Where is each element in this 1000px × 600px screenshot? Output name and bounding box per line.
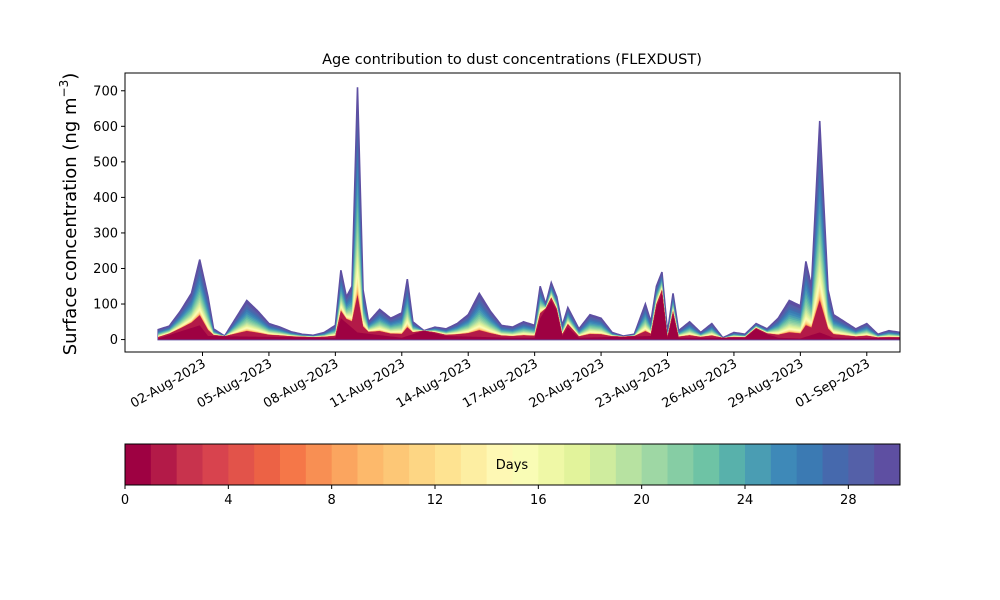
x-axis-ticks: 02-Aug-202305-Aug-202308-Aug-202311-Aug-… xyxy=(128,352,873,412)
colorbar-bin-20 xyxy=(641,444,668,485)
colorbar-bin-28 xyxy=(848,444,875,485)
colorbar-bin-11 xyxy=(409,444,436,485)
colorbar-bin-23 xyxy=(719,444,746,485)
x-tick-label: 29-Aug-2023 xyxy=(726,356,806,411)
chart-title: Age contribution to dust concentrations … xyxy=(322,52,702,68)
colorbar-bin-22 xyxy=(693,444,720,485)
colorbar-bin-1 xyxy=(150,444,178,485)
colorbar-bin-13 xyxy=(460,444,488,485)
colorbar-bin-8 xyxy=(331,444,358,485)
colorbar xyxy=(125,444,901,485)
y-tick-label: 500 xyxy=(93,155,118,170)
colorbar-bin-24 xyxy=(745,444,772,485)
y-tick-label: 600 xyxy=(93,120,118,135)
y-tick-label: 400 xyxy=(93,191,118,206)
colorbar-tick-label: 8 xyxy=(328,493,336,508)
age-band-24-days xyxy=(158,179,900,340)
colorbar-bin-4 xyxy=(228,444,255,485)
colorbar-bin-6 xyxy=(280,444,307,485)
colorbar-bin-10 xyxy=(383,444,410,485)
y-axis-label: Surface concentration (ng m−3) xyxy=(57,73,81,356)
colorbar-bin-29 xyxy=(874,444,901,485)
colorbar-bin-18 xyxy=(590,444,617,485)
colorbar-frame xyxy=(124,443,901,486)
age-band-25-days xyxy=(158,163,900,340)
colorbar-bin-2 xyxy=(176,444,203,485)
colorbar-tick-label: 16 xyxy=(530,493,547,508)
colorbar-bin-27 xyxy=(822,444,849,485)
colorbar-tick-label: 24 xyxy=(737,493,754,508)
colorbar-tick-label: 4 xyxy=(224,493,232,508)
colorbar-bin-5 xyxy=(254,444,281,485)
plot-frame xyxy=(124,72,901,353)
stacked-areas xyxy=(157,87,900,341)
colorbar-tick-label: 0 xyxy=(121,493,129,508)
age-band-0-days xyxy=(158,293,900,340)
y-tick-label: 700 xyxy=(93,84,118,99)
y-axis-label-exponent: −3 xyxy=(57,80,71,98)
colorbar-bin-26 xyxy=(796,444,823,485)
colorbar-bin-17 xyxy=(564,444,591,485)
y-axis-label-main: Surface concentration (ng m xyxy=(60,97,81,355)
y-tick-label: 100 xyxy=(93,298,118,313)
y-tick-label: 200 xyxy=(93,262,118,277)
colorbar-ticks: 0 4 8 12 16 20 24 28 xyxy=(121,485,857,508)
colorbar-bin-0 xyxy=(125,444,152,485)
y-axis-ticks: 0 100 200 300 400 500 600 700 xyxy=(93,84,125,348)
colorbar-bin-16 xyxy=(538,444,565,485)
y-tick-label: 300 xyxy=(93,226,118,241)
colorbar-bin-25 xyxy=(770,444,798,485)
colorbar-tick-label: 28 xyxy=(840,493,857,508)
colorbar-tick-label: 20 xyxy=(633,493,650,508)
colorbar-bin-9 xyxy=(357,444,384,485)
y-tick-label: 0 xyxy=(110,333,118,348)
colorbar-tick-label: 12 xyxy=(427,493,444,508)
colorbar-bin-19 xyxy=(615,444,643,485)
colorbar-bin-15 xyxy=(512,444,539,485)
colorbar-bin-21 xyxy=(667,444,694,485)
x-tick-label: 01-Sep-2023 xyxy=(793,356,873,411)
colorbar-bin-12 xyxy=(435,444,462,485)
colorbar-bin-3 xyxy=(202,444,229,485)
colorbar-bin-7 xyxy=(305,444,333,485)
y-axis-label-close: ) xyxy=(60,73,81,80)
colorbar-bin-14 xyxy=(486,444,513,485)
colorbar-label: Days xyxy=(496,458,529,473)
